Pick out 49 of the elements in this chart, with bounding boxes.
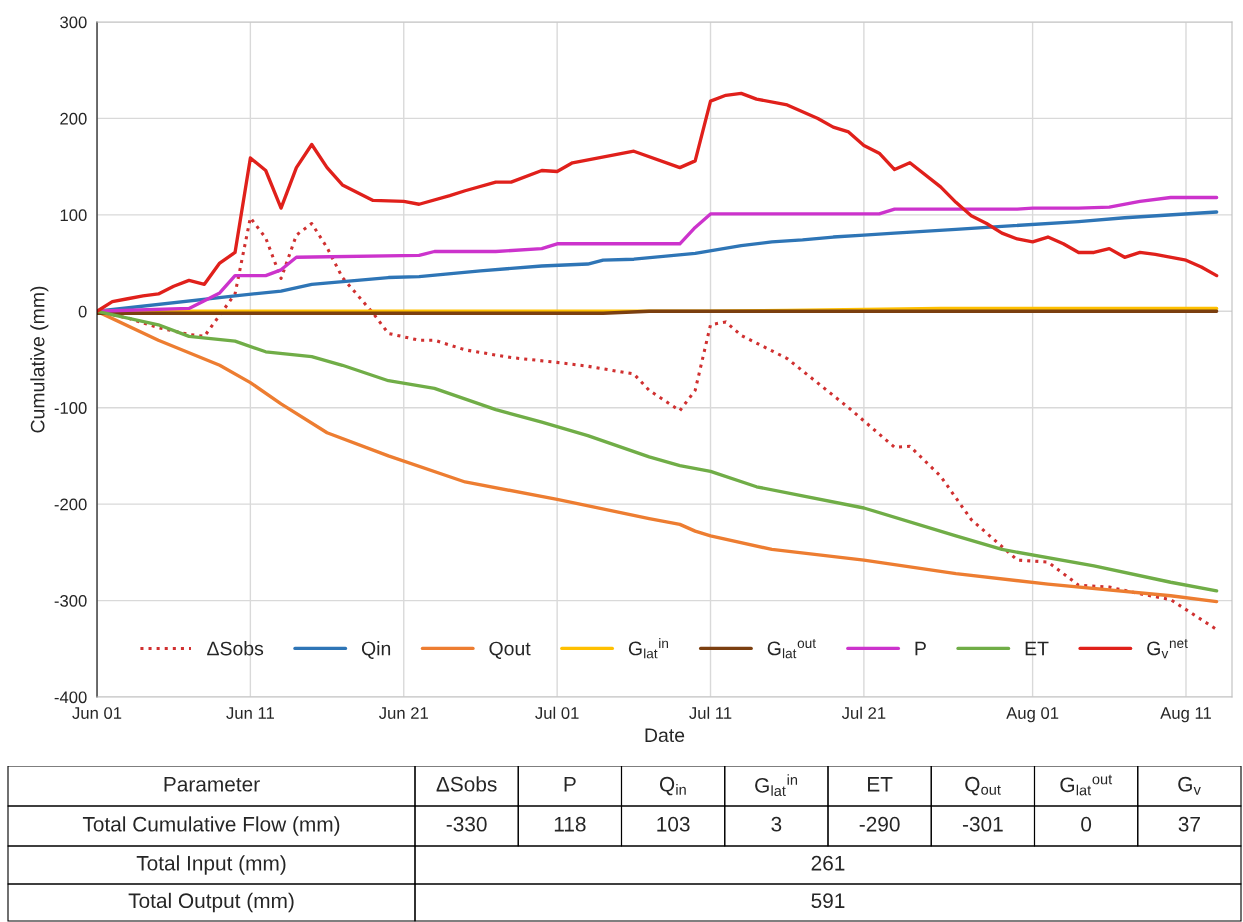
text: Q$_{in}$	[659, 776, 686, 796]
text: Total Output (mm)	[128, 892, 294, 913]
text: Total Input (mm)	[136, 855, 286, 875]
text: Q$_{out}$	[965, 776, 1001, 796]
x-tick-label: Aug 01	[1006, 707, 1059, 723]
text: G$_{lat}$$^{in}$	[755, 774, 798, 796]
legend-label: ET	[1025, 641, 1049, 656]
text: Parameter	[164, 777, 260, 792]
x-tick-label: Jul 11	[689, 706, 732, 719]
text: 591	[811, 893, 845, 909]
text: 0	[1081, 816, 1092, 832]
x-tick-label: Aug 11	[1160, 707, 1211, 723]
text: 118	[554, 816, 586, 832]
legend-label: G$_{lat}$$^{in}$	[628, 638, 668, 659]
text: 261	[811, 855, 845, 871]
y-tick-label: 200	[60, 112, 87, 125]
legend-label: Qout	[489, 641, 531, 659]
y-tick-label: 300	[60, 16, 87, 29]
text: G$_{v}$	[1178, 776, 1201, 795]
line-series	[97, 91, 1219, 313]
x-tick-label: Jul 21	[841, 706, 886, 719]
legend-label: ΔSobs	[207, 641, 264, 656]
legend-label: Qin	[361, 641, 391, 659]
text: P	[564, 777, 576, 792]
y-tick-label: 100	[60, 209, 87, 222]
x-tick-label: Jul 01	[535, 706, 579, 719]
x-tick-label: Jun 11	[226, 707, 274, 719]
y-tick-label: -300	[54, 594, 87, 607]
text: ΔSobs	[436, 776, 497, 792]
x-tick-label: Jun 01	[72, 707, 122, 719]
text: -330	[446, 816, 487, 832]
text: 37	[1178, 816, 1200, 832]
x-axis-title: Date	[645, 728, 685, 743]
text: -290	[859, 816, 900, 832]
y-tick-label: -400	[54, 691, 87, 704]
text: Total Cumulative Flow (mm)	[82, 816, 340, 836]
text: G$_{lat}$$^{out}$	[1060, 774, 1113, 796]
text: ET	[868, 777, 893, 792]
legend-label: P	[915, 641, 926, 656]
x-tick-label: Jun 21	[379, 707, 428, 719]
text: -301	[962, 816, 1003, 832]
legend-label: G$_{v}$$^{net}$	[1147, 639, 1188, 659]
y-tick-label: 0	[78, 305, 87, 318]
text: 3	[771, 816, 782, 832]
text: 103	[657, 816, 690, 832]
y-axis-title: Cumulative (mm)	[30, 286, 49, 433]
y-tick-label: -100	[54, 402, 87, 414]
legend-label: G$_{lat}$$^{out}$	[767, 639, 816, 659]
y-tick-label: -200	[54, 498, 87, 511]
